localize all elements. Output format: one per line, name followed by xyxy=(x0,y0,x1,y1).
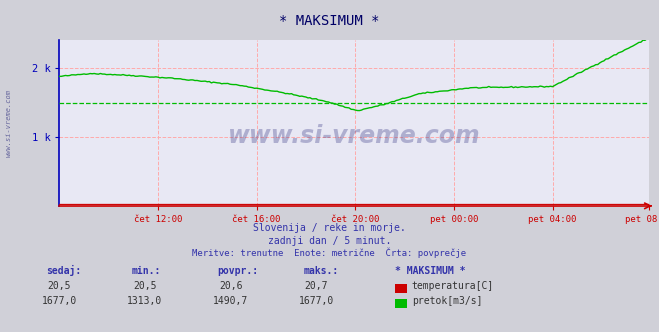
Text: 20,7: 20,7 xyxy=(304,281,328,291)
Text: 1677,0: 1677,0 xyxy=(299,296,334,306)
Text: www.si-vreme.com: www.si-vreme.com xyxy=(228,124,480,148)
Text: temperatura[C]: temperatura[C] xyxy=(412,281,494,291)
Text: www.si-vreme.com: www.si-vreme.com xyxy=(5,89,11,157)
Text: Meritve: trenutne  Enote: metrične  Črta: povprečje: Meritve: trenutne Enote: metrične Črta: … xyxy=(192,248,467,258)
Text: 1313,0: 1313,0 xyxy=(127,296,163,306)
Text: 1490,7: 1490,7 xyxy=(213,296,248,306)
Text: * MAKSIMUM *: * MAKSIMUM * xyxy=(395,266,466,276)
Text: min.:: min.: xyxy=(132,266,161,276)
Text: Slovenija / reke in morje.: Slovenija / reke in morje. xyxy=(253,223,406,233)
Text: 20,6: 20,6 xyxy=(219,281,243,291)
Text: 20,5: 20,5 xyxy=(133,281,157,291)
Text: zadnji dan / 5 minut.: zadnji dan / 5 minut. xyxy=(268,236,391,246)
Text: maks.:: maks.: xyxy=(303,266,338,276)
Text: sedaj:: sedaj: xyxy=(46,265,81,276)
Text: 1677,0: 1677,0 xyxy=(42,296,77,306)
Text: povpr.:: povpr.: xyxy=(217,266,258,276)
Text: 20,5: 20,5 xyxy=(47,281,71,291)
Text: * MAKSIMUM *: * MAKSIMUM * xyxy=(279,14,380,28)
Text: pretok[m3/s]: pretok[m3/s] xyxy=(412,296,482,306)
